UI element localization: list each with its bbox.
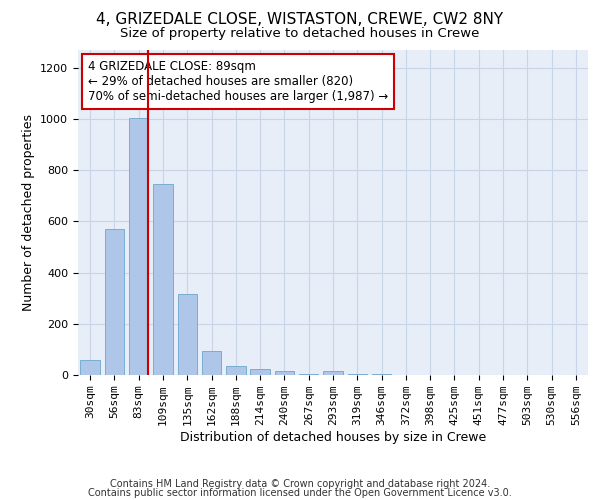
Bar [299, 374, 319, 375]
Text: Contains public sector information licensed under the Open Government Licence v3: Contains public sector information licen… [88, 488, 512, 498]
Bar [226, 366, 245, 375]
Bar [129, 118, 148, 375]
Bar [153, 184, 173, 375]
Text: 4 GRIZEDALE CLOSE: 89sqm
← 29% of detached houses are smaller (820)
70% of semi-: 4 GRIZEDALE CLOSE: 89sqm ← 29% of detach… [88, 60, 388, 103]
Bar [372, 374, 391, 375]
Y-axis label: Number of detached properties: Number of detached properties [22, 114, 35, 311]
Text: Contains HM Land Registry data © Crown copyright and database right 2024.: Contains HM Land Registry data © Crown c… [110, 479, 490, 489]
Text: 4, GRIZEDALE CLOSE, WISTASTON, CREWE, CW2 8NY: 4, GRIZEDALE CLOSE, WISTASTON, CREWE, CW… [97, 12, 503, 28]
Bar [178, 294, 197, 375]
Bar [202, 350, 221, 375]
Text: Size of property relative to detached houses in Crewe: Size of property relative to detached ho… [121, 28, 479, 40]
Bar [80, 360, 100, 375]
X-axis label: Distribution of detached houses by size in Crewe: Distribution of detached houses by size … [180, 431, 486, 444]
Bar [347, 374, 367, 375]
Bar [323, 371, 343, 375]
Bar [275, 371, 294, 375]
Bar [105, 229, 124, 375]
Bar [250, 368, 270, 375]
